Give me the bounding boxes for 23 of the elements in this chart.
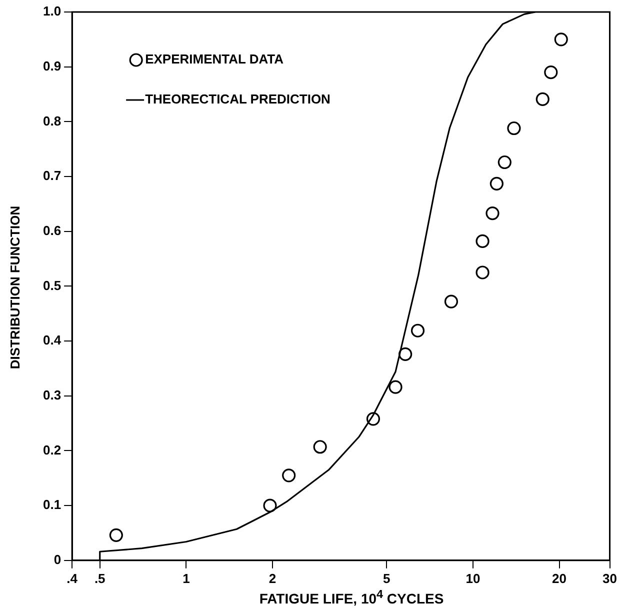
y-tick-label: 0.7 — [42, 168, 62, 184]
x-tick-label: 1 — [182, 570, 190, 586]
y-tick-label: 0.9 — [42, 58, 62, 74]
y-tick-label: 0.8 — [42, 113, 62, 128]
legend-label: EXPERIMENTAL DATA — [145, 52, 284, 67]
y-tick-label: 0.4 — [42, 332, 62, 348]
y-tick-label: 0.3 — [42, 387, 62, 402]
x-axis-title: FATIGUE LIFE, 10$^{4}$ CYCLES — [258, 588, 445, 607]
x-tick-label: 20 — [552, 570, 567, 586]
legend-label: THEORECTICAL PREDICTION — [145, 92, 330, 107]
y-tick-label: 0.6 — [42, 222, 62, 238]
y-tick-label: 0.5 — [42, 278, 62, 293]
y-axis-title: DISTRIBUTION FUNCTION — [8, 204, 22, 372]
x-tick-label: 10 — [466, 570, 480, 586]
x-tick-label: .4 — [66, 570, 78, 586]
y-tick-label: 0.2 — [42, 442, 62, 458]
y-tick-label: 0.1 — [42, 497, 62, 512]
y-tick-label: 1.0 — [42, 4, 62, 19]
x-tick-label: .5 — [94, 570, 106, 586]
y-tick-label: 0 — [54, 552, 62, 567]
x-tick-label: 2 — [268, 570, 276, 586]
x-tick-label: 30 — [602, 570, 618, 586]
x-tick-label: 5 — [383, 570, 390, 586]
